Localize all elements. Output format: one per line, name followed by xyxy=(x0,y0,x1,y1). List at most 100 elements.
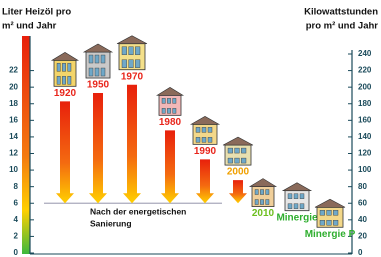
y-tick-label: 10 xyxy=(9,165,18,174)
y-title: Liter Heizöl pro xyxy=(2,7,71,18)
y2-tick-label: 20 xyxy=(358,232,367,241)
house xyxy=(250,179,276,207)
y-tick-label: 4 xyxy=(14,215,19,224)
y-tick-label: 2 xyxy=(14,232,19,241)
y-tick-label: 20 xyxy=(9,82,18,91)
category-label: 1970 xyxy=(121,71,144,82)
y-tick-label: 0 xyxy=(14,248,19,257)
window xyxy=(57,63,60,71)
y2-tick-label: 180 xyxy=(358,99,372,108)
window xyxy=(294,194,298,199)
window xyxy=(95,68,99,76)
window xyxy=(129,47,134,55)
category-label: 1990 xyxy=(194,146,217,157)
window xyxy=(68,63,71,71)
side-gradient xyxy=(22,36,30,254)
window xyxy=(89,55,93,63)
window xyxy=(202,137,206,142)
window xyxy=(333,220,338,225)
window xyxy=(235,148,240,153)
window xyxy=(196,127,200,132)
house-roof xyxy=(223,137,253,145)
y2-tick-label: 220 xyxy=(358,66,372,75)
window xyxy=(122,47,127,55)
category-label: Minergie P xyxy=(305,229,356,240)
arrow xyxy=(123,85,141,204)
house-roof xyxy=(157,87,183,95)
chart: Liter Heizöl pro m² und Jahr Kilowattstu… xyxy=(0,0,381,257)
category-label: 1950 xyxy=(87,80,110,91)
house-roof xyxy=(84,44,112,52)
arrow xyxy=(196,159,214,203)
y-title: m² und Jahr xyxy=(2,21,57,32)
window xyxy=(241,158,246,163)
y-tick-label: 18 xyxy=(9,99,18,108)
window xyxy=(327,220,332,225)
house xyxy=(283,183,311,211)
window xyxy=(333,210,338,215)
window xyxy=(327,210,332,215)
y2-tick-label: 160 xyxy=(358,115,372,124)
window xyxy=(228,158,233,163)
window xyxy=(162,108,165,113)
y2-title: pro m² und Jahr xyxy=(306,21,379,32)
window xyxy=(266,190,269,195)
window xyxy=(228,148,233,153)
house-roof xyxy=(52,52,78,60)
y-tick-label: 14 xyxy=(9,132,18,141)
y2-title: Kilowattstunden xyxy=(304,7,378,18)
house xyxy=(157,87,183,115)
category-label: 1980 xyxy=(159,117,182,128)
window xyxy=(255,200,258,205)
window xyxy=(173,98,176,103)
window xyxy=(135,60,140,68)
window xyxy=(101,68,105,76)
y2-tick-label: 100 xyxy=(358,165,372,174)
window xyxy=(167,108,170,113)
house xyxy=(223,137,253,165)
annotation: Nach der energetischen xyxy=(90,207,186,217)
y2-tick-label: 200 xyxy=(358,82,372,91)
window xyxy=(208,127,212,132)
window xyxy=(288,204,292,209)
window xyxy=(294,204,298,209)
window xyxy=(202,127,206,132)
y2-tick-label: 0 xyxy=(358,248,363,257)
y2-tick-label: 240 xyxy=(358,49,372,58)
arrow xyxy=(56,101,74,203)
window xyxy=(260,190,263,195)
y-tick-label: 12 xyxy=(9,149,18,158)
house xyxy=(117,36,147,70)
window xyxy=(101,55,105,63)
window xyxy=(95,55,99,63)
window xyxy=(173,108,176,113)
window xyxy=(266,200,269,205)
y2-tick-label: 80 xyxy=(358,182,367,191)
window xyxy=(300,194,304,199)
house-roof xyxy=(315,199,345,207)
category-label: Minergie xyxy=(276,212,318,223)
window xyxy=(89,68,93,76)
window xyxy=(241,148,246,153)
window xyxy=(320,210,325,215)
window xyxy=(320,220,325,225)
house xyxy=(84,44,112,78)
window xyxy=(300,204,304,209)
arrow xyxy=(229,180,247,203)
window xyxy=(167,98,170,103)
window xyxy=(68,76,71,84)
y-tick-label: 16 xyxy=(9,115,18,124)
y2-tick-label: 40 xyxy=(358,215,367,224)
y2-tick-label: 140 xyxy=(358,132,372,141)
y2-tick-label: 120 xyxy=(358,149,372,158)
window xyxy=(235,158,240,163)
window xyxy=(255,190,258,195)
window xyxy=(260,200,263,205)
window xyxy=(57,76,60,84)
category-label: 2010 xyxy=(252,208,275,219)
house-roof xyxy=(117,36,147,44)
house xyxy=(315,199,345,227)
category-label: 1920 xyxy=(54,88,77,99)
house-roof xyxy=(191,116,219,124)
window xyxy=(196,137,200,142)
